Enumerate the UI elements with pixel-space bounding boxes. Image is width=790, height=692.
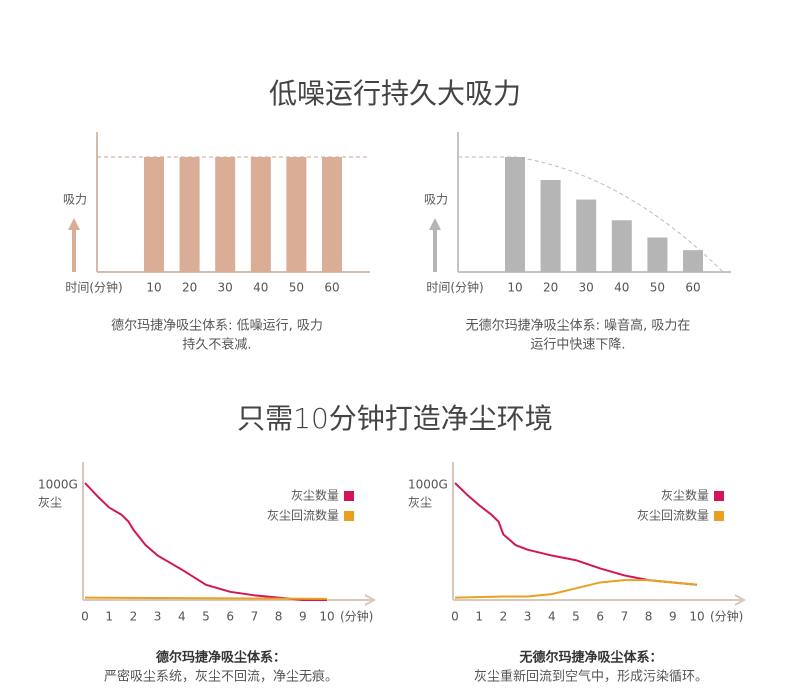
legend-swatch (714, 511, 724, 521)
legend-swatch (714, 491, 724, 501)
caption: 德尔玛捷净吸尘体系: 低噪运行, 吸力 (111, 319, 323, 334)
caption: 运行中快速下降. (530, 338, 625, 353)
y-arrow (429, 218, 441, 272)
bar (215, 157, 236, 272)
series-line (84, 482, 327, 601)
x-tick-label: 7 (621, 610, 629, 624)
x-tick-label: 60 (324, 281, 339, 295)
x-tick-label: 30 (218, 281, 233, 295)
series-line (454, 579, 698, 599)
x-tick-label: 7 (251, 610, 259, 624)
x-tick-label: 6 (596, 610, 604, 624)
caption: 持久不衰减. (182, 337, 251, 353)
bar (611, 220, 632, 272)
caption: 灰尘重新回流到空气中，形成污染循环。 (474, 669, 708, 685)
caption: 无德尔玛捷净吸尘体系: 噪音高, 吸力在 (466, 318, 691, 334)
x-tick-label: 9 (669, 610, 677, 624)
x-tick-label: 3 (524, 610, 532, 624)
x-tick-label: 10 (146, 281, 161, 295)
bar (179, 157, 200, 272)
caption-title: 德尔玛捷净吸尘体系： (156, 650, 286, 666)
y-label: 1000G (408, 478, 448, 492)
heading: 只需10分钟打造净尘环境 (237, 402, 553, 435)
x-tick-label: 3 (154, 610, 162, 624)
bar (144, 157, 164, 272)
caption-title: 无德尔玛捷净吸尘体系： (518, 650, 662, 666)
x-tick-label: 6 (226, 610, 234, 624)
x-tick-label: 1 (105, 610, 113, 624)
legend-label: 灰尘回流数量 (267, 508, 339, 523)
bar (647, 237, 668, 272)
y-arrow (68, 218, 80, 272)
x-tick-label: 0 (451, 610, 459, 624)
x-tick-label: 5 (572, 610, 580, 624)
bar (286, 157, 307, 272)
y-label: 1000G (38, 478, 78, 492)
x-tick-label: 40 (614, 281, 629, 295)
heading: 低噪运行持久大吸力 (269, 77, 521, 110)
x-tick-label: 30 (579, 281, 594, 295)
trend-curve (458, 156, 724, 273)
x-tick-label: 9 (299, 610, 307, 624)
x-tick-label: 10 (319, 610, 334, 624)
y-label: 灰尘 (38, 496, 62, 510)
x-tick-label: 8 (645, 610, 653, 624)
x-tick-label: 50 (650, 281, 665, 295)
x-label: (分钟) (340, 609, 373, 624)
y-label: 吸力 (63, 193, 87, 207)
x-tick-label: 60 (685, 281, 700, 295)
legend-swatch (344, 491, 354, 501)
x-tick-label: 5 (202, 610, 210, 624)
y-label: 吸力 (424, 193, 448, 207)
bar (540, 180, 561, 272)
x-tick-label: 2 (130, 610, 138, 624)
legend-label: 灰尘数量 (291, 488, 339, 503)
x-tick-label: 10 (689, 610, 704, 624)
x-tick-label: 40 (253, 281, 268, 295)
x-label: 时间(分钟) (426, 280, 483, 295)
x-tick-label: 10 (507, 281, 522, 295)
x-tick-label: 50 (289, 281, 304, 295)
bar (683, 250, 703, 272)
x-tick-label: 0 (81, 610, 89, 624)
y-label: 灰尘 (408, 496, 432, 510)
caption: 严密吸尘系统，灰尘不回流，净尘无痕。 (104, 669, 338, 685)
legend-label: 灰尘回流数量 (637, 508, 709, 523)
x-tick-label: 4 (548, 610, 556, 624)
x-tick-label: 2 (500, 610, 508, 624)
x-tick-label: 4 (178, 610, 186, 624)
x-arrow (734, 594, 747, 606)
bar (250, 157, 271, 272)
bar (576, 199, 597, 272)
x-tick-label: 20 (543, 281, 558, 295)
bar (505, 157, 525, 272)
legend-swatch (344, 511, 354, 521)
x-arrow (364, 594, 377, 606)
series-line (454, 482, 698, 586)
bar (322, 157, 342, 272)
series-line (84, 596, 328, 600)
x-label: (分钟) (710, 609, 743, 624)
legend-label: 灰尘数量 (661, 488, 709, 503)
x-tick-label: 20 (182, 281, 197, 295)
x-tick-label: 1 (475, 610, 483, 624)
x-tick-label: 8 (275, 610, 283, 624)
x-label: 时间(分钟) (65, 280, 122, 295)
